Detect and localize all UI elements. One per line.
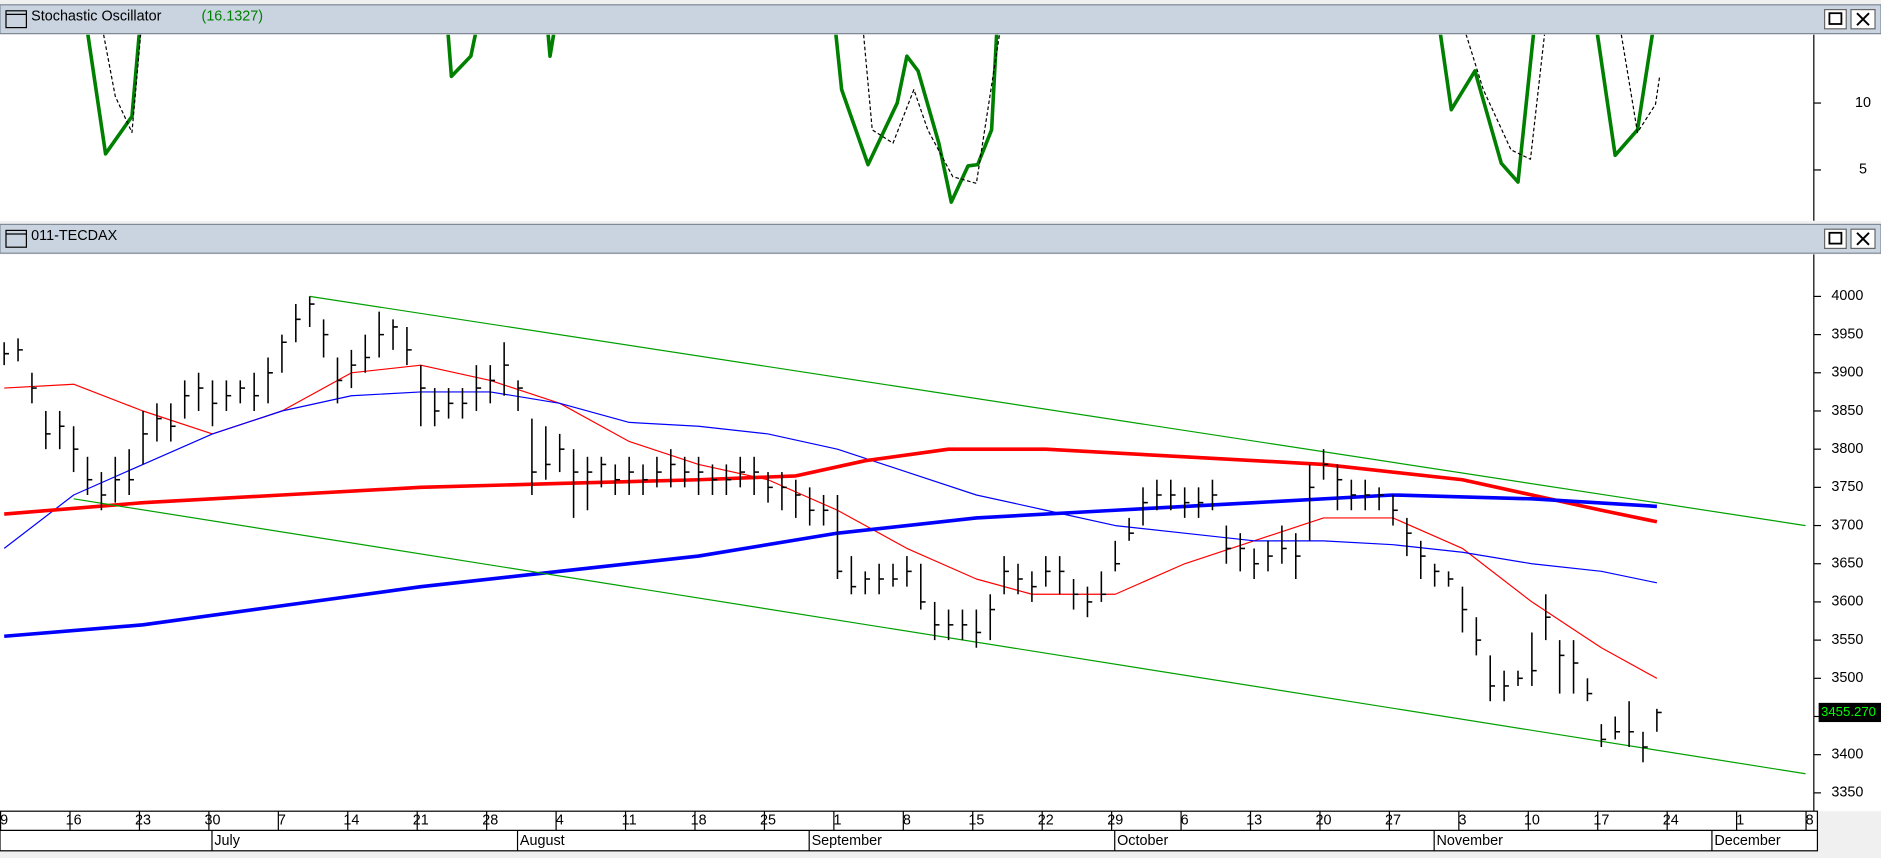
- x-tick-label: 15: [968, 813, 984, 829]
- x-tick-label: 27: [1385, 813, 1401, 829]
- window-buttons[interactable]: [1824, 9, 1876, 30]
- x-tick-label: 9: [0, 813, 8, 829]
- y-tick-label: 3950: [1831, 326, 1863, 342]
- x-tick-label: 30: [204, 813, 220, 829]
- x-tick-label: 18: [691, 813, 707, 829]
- month-label: September: [812, 833, 883, 849]
- last-price-label: 3455.270: [1821, 704, 1876, 719]
- indicator-line: [73, 498, 1806, 775]
- y-tick-label: 3550: [1831, 632, 1863, 648]
- month-label: December: [1714, 833, 1781, 849]
- close-icon: [1856, 12, 1870, 26]
- x-tick-label: 22: [1038, 813, 1054, 829]
- window-buttons[interactable]: [1824, 228, 1876, 249]
- x-tick-label: 20: [1316, 813, 1332, 829]
- x-tick-label: 3: [1458, 813, 1466, 829]
- month-label: July: [214, 833, 240, 849]
- indicator-line: [3, 391, 1658, 584]
- x-tick-label: 1: [833, 813, 841, 829]
- x-tick-label: 8: [1806, 813, 1814, 829]
- stochastic-plot: [86, 34, 1661, 204]
- x-tick-label: 28: [482, 813, 498, 829]
- y-tick-label: 3850: [1831, 403, 1863, 419]
- indicator-line: [103, 34, 1661, 184]
- y-tick-label: 3800: [1831, 441, 1863, 457]
- pane-title: Stochastic Oscillator: [31, 9, 161, 25]
- x-tick-label: 25: [760, 813, 776, 829]
- y-tick-label: 3700: [1831, 517, 1863, 533]
- x-tick-label: 10: [1524, 813, 1540, 829]
- close-icon: [1856, 232, 1870, 246]
- indicator-line: [86, 34, 1655, 204]
- y-tick-label: 4000: [1831, 288, 1863, 304]
- x-tick-label: 21: [413, 813, 429, 829]
- x-tick-label: 13: [1246, 813, 1262, 829]
- title-bar: [0, 4, 1881, 35]
- indicator-line: [4, 447, 1658, 524]
- y-tick-label: 3650: [1831, 556, 1863, 572]
- month-label: November: [1437, 833, 1504, 849]
- x-tick-label: 6: [1181, 813, 1189, 829]
- y-tick-label: 3600: [1831, 594, 1863, 610]
- y-tick-label: 3350: [1831, 785, 1863, 801]
- x-tick-label: 4: [556, 813, 564, 829]
- plot-area: [0, 34, 1881, 221]
- y-tick-label: 3500: [1831, 670, 1863, 686]
- pane-icon: [5, 229, 27, 248]
- x-tick-label: 17: [1593, 813, 1609, 829]
- x-tick-label: 23: [135, 813, 151, 829]
- x-tick-label: 29: [1107, 813, 1123, 829]
- indicator-line: [309, 295, 1806, 527]
- price-plot: [3, 295, 1806, 775]
- month-label: October: [1117, 833, 1168, 849]
- maximize-icon: [1828, 12, 1843, 25]
- x-tick-label: 24: [1663, 813, 1679, 829]
- x-tick-label: 11: [622, 813, 637, 829]
- y-tick-label: 5: [1859, 162, 1867, 178]
- y-tick-label: 3900: [1831, 365, 1863, 381]
- x-tick-label: 16: [66, 813, 82, 829]
- x-tick-label: 7: [278, 813, 286, 829]
- x-tick-label: 1: [1736, 813, 1744, 829]
- pane-icon: [5, 10, 27, 29]
- y-tick-label: 10: [1855, 95, 1871, 111]
- last-price-box: [1818, 702, 1881, 723]
- x-tick-label: 8: [903, 813, 911, 829]
- month-label: August: [520, 833, 565, 849]
- axes: 1053350340034503500355036003650370037503…: [0, 95, 1881, 851]
- x-tick-label: 14: [343, 813, 359, 829]
- y-tick-label: 3750: [1831, 479, 1863, 495]
- title-bar: [0, 223, 1881, 254]
- plot-area: [0, 254, 1881, 812]
- y-tick-label: 3400: [1831, 746, 1863, 762]
- pane-title: 011-TECDAX: [31, 228, 117, 244]
- maximize-icon: [1828, 231, 1843, 245]
- pane-value: (16.1327): [202, 9, 264, 25]
